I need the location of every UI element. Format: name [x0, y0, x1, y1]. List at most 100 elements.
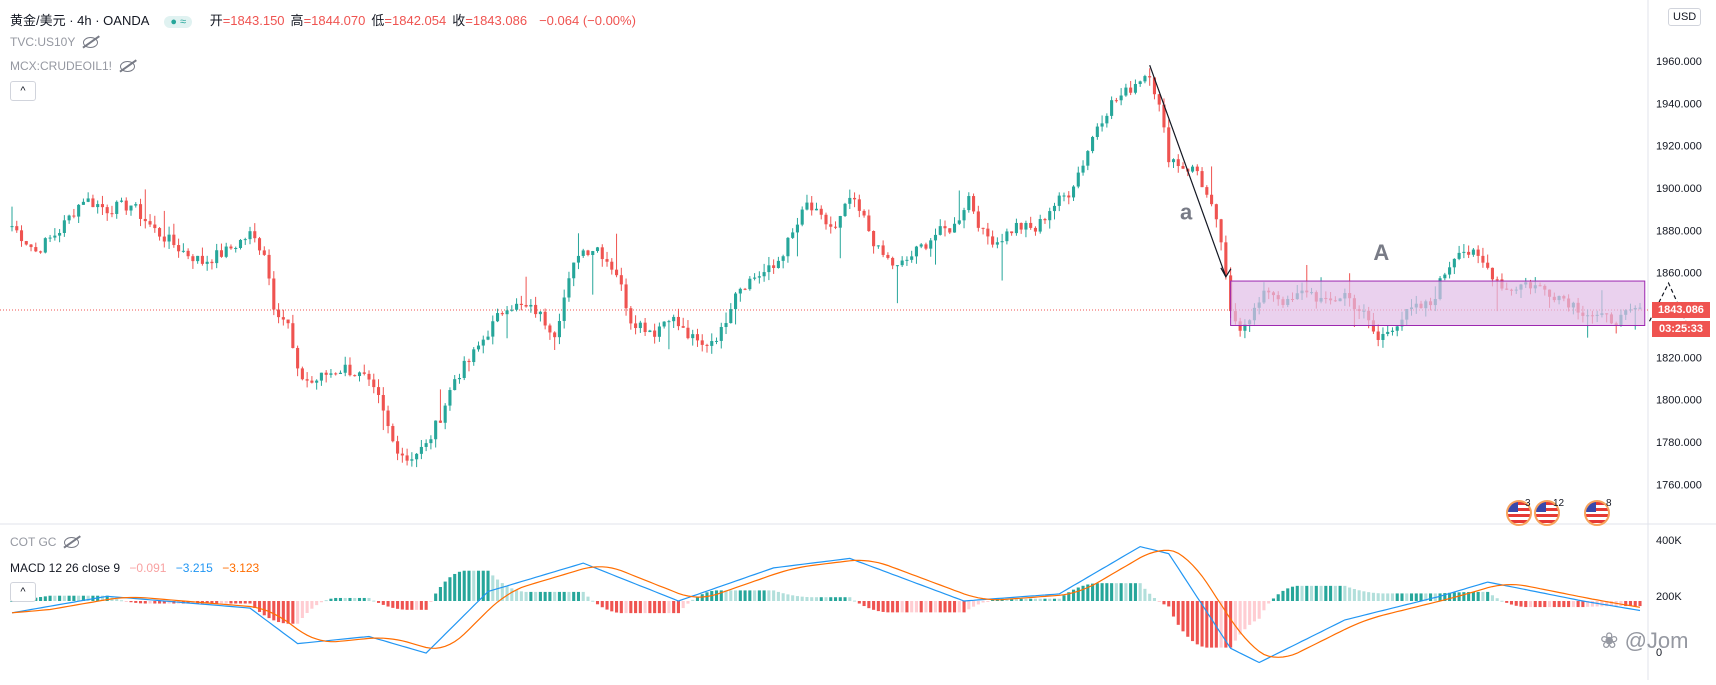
overlay-legend-crudeoil[interactable]: MCX:CRUDEOIL1! [10, 59, 136, 73]
macd-histogram-bar [886, 601, 890, 613]
candle-body [81, 201, 85, 205]
macd-histogram-bar [224, 601, 228, 604]
candle-body [929, 240, 933, 249]
candle-body [881, 245, 885, 255]
macd-histogram-bar [67, 595, 71, 601]
macd-histogram-bar [1129, 583, 1133, 601]
collapse-indicator-button[interactable]: ^ [10, 582, 36, 602]
candle-body [167, 234, 171, 242]
candle-body [638, 322, 642, 329]
eye-hidden-icon[interactable] [64, 537, 80, 549]
macd-histogram-bar [967, 601, 971, 610]
event-flag-icon[interactable] [1584, 500, 1610, 526]
macd-histogram-bar [1229, 601, 1233, 648]
macd-histogram-bar [976, 601, 980, 605]
candle-body [1133, 83, 1137, 93]
indicator-legend-cot[interactable]: COT GC [10, 535, 80, 549]
market-status-badge[interactable]: ● ≈ [164, 16, 193, 28]
price-scale[interactable]: 1960.000 1940.000 1920.000 1900.000 1880.000… [1656, 56, 1702, 491]
candle-body [914, 246, 918, 257]
candle-body [338, 372, 343, 375]
eye-hidden-icon[interactable] [120, 61, 136, 73]
currency-button[interactable]: USD [1668, 8, 1702, 26]
event-flag-icon[interactable] [1506, 500, 1532, 526]
candle-body [1443, 274, 1447, 279]
candle-body [886, 254, 890, 258]
candle-body [729, 309, 733, 324]
candle-body [62, 220, 66, 233]
candle-body [429, 439, 433, 444]
macd-series [10, 545, 1642, 664]
candle-body [162, 236, 166, 242]
candle-body [738, 288, 742, 294]
macd-histogram-bar [548, 591, 552, 601]
symbol-legend[interactable]: 黄金/美元 · 4h · OANDA ● ≈ 开=1843.150 高=1844.… [10, 10, 636, 29]
macd-histogram-bar [843, 597, 847, 601]
macd-histogram-bar [472, 570, 476, 601]
candle-body [672, 316, 676, 322]
macd-histogram-bar [1343, 585, 1347, 601]
candle-body [610, 261, 614, 270]
candle-body [105, 207, 109, 214]
overlay-label: MCX:CRUDEOIL1! [10, 59, 113, 73]
candle-body [833, 226, 838, 228]
macd-histogram-bar [400, 601, 404, 610]
candle-body [781, 256, 785, 261]
macd-histogram-bar [1214, 601, 1218, 648]
macd-histogram-bar [39, 597, 43, 601]
macd-histogram-bar [1057, 598, 1061, 601]
macd-histogram-bar [319, 601, 323, 603]
macd-histogram-bar [1576, 601, 1580, 608]
candle-body [634, 323, 638, 329]
candle-body [519, 303, 523, 305]
macd-histogram-bar [772, 590, 776, 601]
price-tick-label: 1900.000 [1656, 183, 1702, 195]
drawings-layer[interactable]: aA [1149, 64, 1693, 337]
candle-body [824, 214, 828, 225]
macd-histogram-bar [553, 591, 557, 601]
macd-histogram-bar [410, 601, 414, 610]
candle-body [110, 213, 114, 215]
event-flag-icon[interactable] [1534, 500, 1560, 526]
indicator-legend-macd[interactable]: MACD 12 26 close 9 −0.091 −3.215 −3.123 [10, 561, 259, 575]
candle-body [743, 288, 747, 290]
candle-body [405, 455, 409, 461]
eye-hidden-icon[interactable] [83, 37, 99, 49]
collapse-legend-button[interactable]: ^ [10, 81, 36, 101]
candle-body [1395, 326, 1399, 331]
candle-body [1381, 333, 1385, 340]
macd-histogram-bar [972, 601, 976, 607]
macd-histogram-bar [1395, 593, 1399, 601]
macd-histogram-bar [605, 601, 609, 610]
macd-histogram-bar [543, 591, 547, 601]
wave-label-a: a [1180, 200, 1193, 225]
candle-body [1481, 255, 1485, 263]
overlay-legend-us10y[interactable]: TVC:US10Y [10, 35, 99, 49]
macd-histogram-bar [329, 598, 333, 601]
price-tick-label: 1960.000 [1656, 56, 1702, 68]
candle-body [772, 265, 776, 268]
candle-body [615, 269, 619, 276]
macd-histogram-bar [1033, 598, 1037, 601]
symbol-title[interactable]: 黄金/美元 · 4h · OANDA [10, 13, 149, 28]
candle-body [891, 257, 895, 266]
macd-histogram-bar [643, 601, 647, 614]
macd-histogram-bar [824, 597, 828, 601]
candle-body [229, 246, 233, 249]
macd-histogram-bar [248, 601, 252, 604]
indicator-scale[interactable]: 400K 200K 0 [1656, 535, 1682, 659]
candle-body [762, 272, 766, 277]
macd-histogram-bar [662, 601, 666, 614]
macd-histogram-bar [257, 601, 262, 612]
macd-histogram-bar [1486, 591, 1490, 601]
candle-body [724, 323, 728, 328]
candle-body [515, 303, 519, 310]
candle-body [91, 198, 95, 208]
candle-body [67, 215, 71, 221]
candle-body [976, 211, 980, 228]
candle-body [438, 420, 442, 423]
macd-histogram-bar [1305, 585, 1309, 601]
macd-histogram-bar [1495, 598, 1499, 601]
